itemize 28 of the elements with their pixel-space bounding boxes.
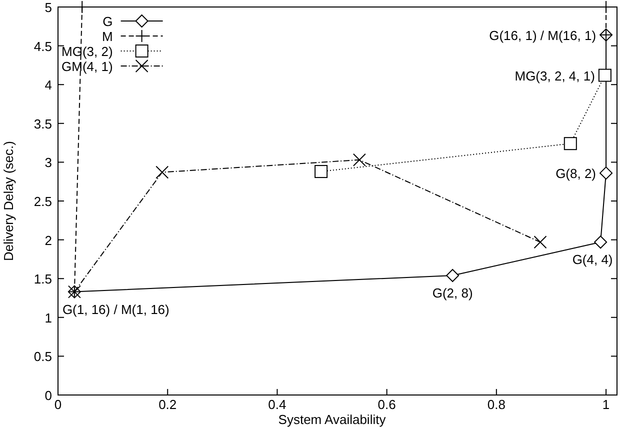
legend-label: GM(4, 1) <box>62 59 113 74</box>
x-tick-label: 0.2 <box>158 397 177 412</box>
legend-label: M <box>102 29 113 44</box>
y-tick-label: 3 <box>44 155 52 170</box>
legend-label: MG(3, 2) <box>62 44 113 59</box>
y-tick-label: 4.5 <box>34 38 52 54</box>
annotation: G(1, 16) / M(1, 16) <box>62 302 170 317</box>
annotation: G(4, 4) <box>572 252 613 268</box>
x-axis-title: System Availability <box>278 412 386 427</box>
y-axis-title: Delivery Delay (sec.) <box>1 141 16 261</box>
y-tick-label: 0.5 <box>34 349 52 364</box>
x-tick-label: 1 <box>602 397 610 412</box>
annotation: G(2, 8) <box>432 285 473 300</box>
y-tick-label: 4 <box>44 78 52 93</box>
annotation: G(8, 2) <box>556 166 596 182</box>
x-tick-label: 0.6 <box>378 397 396 412</box>
legend-label: G <box>102 14 113 29</box>
y-tick-label: 5 <box>44 0 52 15</box>
y-tick-label: 2.5 <box>34 194 52 209</box>
x-tick-label: 0 <box>54 397 62 412</box>
y-tick-label: 1.5 <box>34 272 52 287</box>
x-tick-label: 0.4 <box>268 397 286 412</box>
y-tick-label: 1 <box>44 310 52 326</box>
x-tick-label: 0.8 <box>487 397 506 412</box>
y-tick-label: 3.5 <box>34 116 52 132</box>
annotation: G(16, 1) / M(16, 1) <box>489 28 596 43</box>
y-tick-label: 2 <box>44 232 52 248</box>
annotation: MG(3, 2, 4, 1) <box>514 68 595 84</box>
